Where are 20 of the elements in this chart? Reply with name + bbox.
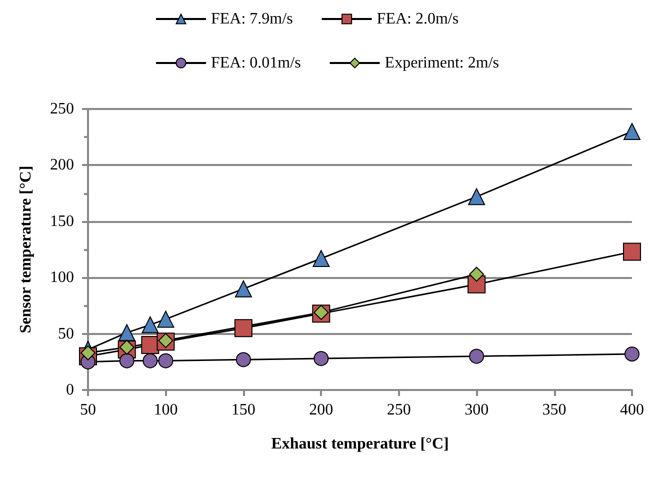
y-tick-label: 150: [50, 212, 74, 230]
y-tick-label: 250: [50, 100, 74, 118]
legend-label: FEA: 0.01m/s: [211, 54, 301, 72]
x-tick-label: 350: [542, 402, 566, 418]
legend-label: Experiment: 2m/s: [384, 54, 499, 72]
y-tick-label: 0: [66, 382, 74, 398]
x-tick-label: 150: [231, 402, 256, 418]
y-tick-label: 200: [50, 156, 74, 174]
x-tick-label: 400: [620, 402, 644, 418]
y-tick-label: 50: [58, 325, 74, 342]
x-tick-label: 100: [154, 402, 178, 418]
y-axis-title: Sensor temperature [°C]: [18, 166, 34, 334]
x-axis-title: Exhaust temperature [°C]: [271, 436, 449, 452]
x-tick-label: 250: [386, 402, 411, 418]
legend-label: FEA: 7.9m/s: [211, 10, 293, 28]
x-tick-label: 200: [309, 402, 334, 418]
y-tick-label: 100: [50, 269, 74, 286]
legend-label: FEA: 2.0m/s: [376, 10, 459, 28]
x-tick-label: 300: [464, 402, 489, 418]
x-tick-label: 50: [80, 402, 96, 418]
